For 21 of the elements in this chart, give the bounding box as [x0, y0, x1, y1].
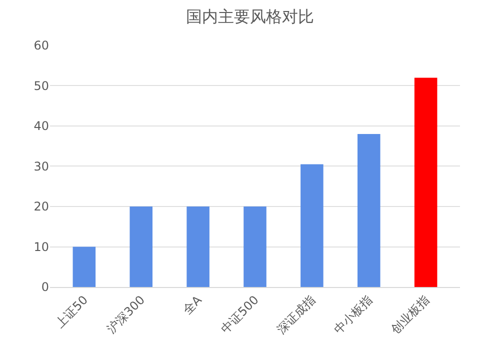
x-tick-label: 沪深300 — [104, 292, 148, 336]
x-tick-label: 中小板指 — [331, 292, 376, 337]
x-tick-label: 创业板指 — [388, 292, 432, 337]
x-tick-label: 深证成指 — [274, 292, 318, 337]
y-tick-label: 0 — [41, 280, 49, 294]
bar — [130, 206, 152, 287]
x-tick-label: 上证50 — [52, 292, 91, 331]
y-tick-label: 40 — [34, 119, 49, 134]
bar — [358, 134, 380, 287]
bar — [186, 206, 210, 287]
y-tick-label: 20 — [34, 200, 49, 214]
y-tick-label: 50 — [34, 78, 49, 93]
y-tick-label: 10 — [34, 240, 49, 254]
y-tick-label: 30 — [34, 159, 49, 174]
x-tick-label: 全A — [180, 292, 205, 318]
bar — [72, 246, 96, 287]
y-tick-label: 60 — [34, 38, 49, 53]
bar — [414, 78, 438, 287]
chart-title: 国内主要风格对比 — [186, 7, 314, 26]
bar — [244, 206, 266, 287]
bar — [300, 164, 324, 287]
